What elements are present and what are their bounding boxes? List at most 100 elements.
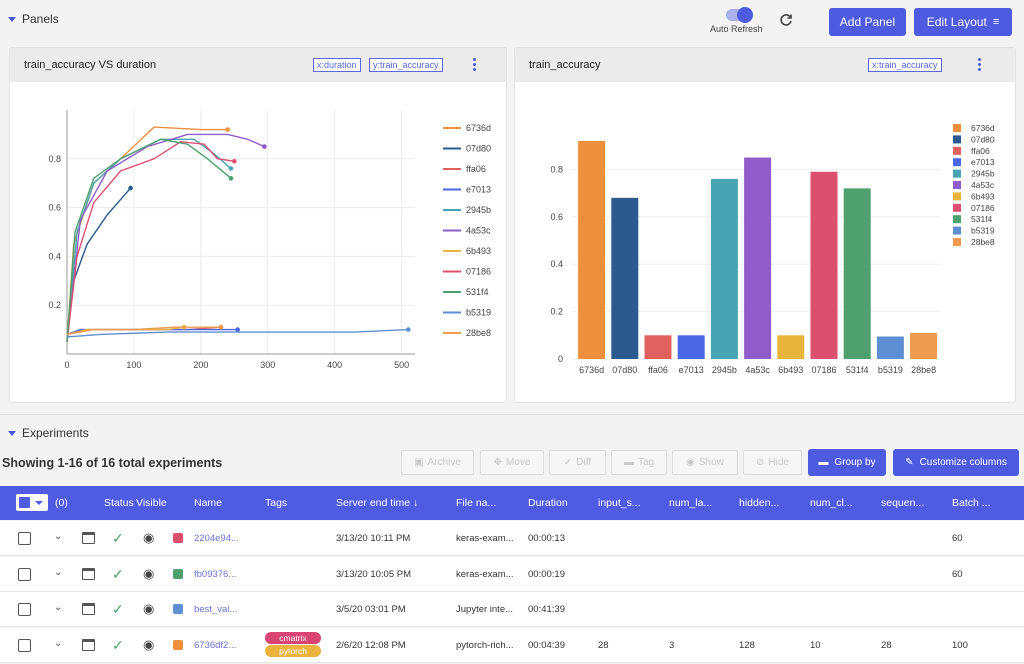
- column-name[interactable]: Name: [194, 497, 223, 509]
- archive-button[interactable]: ▣ Archive: [401, 450, 474, 475]
- legend-label: b5319: [466, 308, 491, 318]
- experiment-name-link[interactable]: best_val...: [194, 604, 238, 615]
- experiment-name-link[interactable]: 6736df2...: [194, 639, 237, 651]
- batch-size: 60: [952, 568, 963, 580]
- bar-b5319: [876, 336, 904, 359]
- visibility-eye-icon[interactable]: ◉: [143, 601, 155, 616]
- edit-layout-button[interactable]: Edit Layout ≡: [914, 8, 1012, 36]
- group-by-button[interactable]: ▬ Group by: [808, 449, 886, 476]
- expand-chevron-icon[interactable]: ⌄: [54, 602, 63, 613]
- series-endpoint-07d80: [128, 185, 133, 191]
- panel-menu-icon[interactable]: [473, 56, 477, 73]
- row-checkbox[interactable]: [18, 532, 31, 545]
- experiment-color-swatch[interactable]: [173, 639, 183, 650]
- tag-pill[interactable]: cmatrix: [265, 631, 321, 644]
- x-axis-tag[interactable]: x:train_accuracy: [868, 58, 942, 72]
- eye-off-icon: ⊘: [756, 457, 765, 468]
- experiment-name-link[interactable]: fb09376...: [194, 568, 237, 580]
- open-experiment-icon[interactable]: [82, 638, 95, 651]
- series-endpoint-4a53c: [262, 144, 267, 149]
- num-layers: 3: [669, 639, 675, 651]
- open-experiment-icon[interactable]: [82, 567, 95, 580]
- legend-label: ffa06: [466, 164, 486, 174]
- move-label: Move: [505, 457, 531, 468]
- y-axis-tag[interactable]: y:train_accuracy: [369, 58, 443, 72]
- legend-swatch: [953, 238, 961, 246]
- series-line-28be8: [66, 326, 221, 336]
- bar-ffa06: [644, 335, 672, 359]
- table-row[interactable]: ⌄ ✓ ◉ 6736df2... cmatrix pytorch 2/6/20 1…: [0, 627, 1024, 663]
- column-file-name[interactable]: File na...: [456, 497, 497, 509]
- experiment-name-link[interactable]: 2204e94...: [194, 533, 239, 544]
- auto-refresh-toggle[interactable]: [726, 7, 753, 23]
- visibility-eye-icon[interactable]: ◉: [143, 530, 155, 545]
- eye-icon: ◉: [686, 457, 695, 468]
- experiment-color-swatch[interactable]: [173, 568, 183, 579]
- experiments-section-toggle[interactable]: Experiments: [0, 426, 89, 440]
- input-size: 28: [598, 639, 609, 651]
- tag-button[interactable]: ▬ Tag: [611, 450, 667, 475]
- row-checkbox[interactable]: [18, 638, 31, 652]
- series-line-b5319: [66, 328, 409, 338]
- expand-chevron-icon[interactable]: ⌄: [54, 531, 63, 542]
- series-line-2945b: [66, 138, 232, 342]
- legend-label: 07d80: [466, 144, 491, 154]
- refresh-icon[interactable]: [778, 12, 794, 28]
- expand-chevron-icon[interactable]: ⌄: [54, 566, 63, 578]
- column-tags[interactable]: Tags: [265, 497, 288, 509]
- experiments-summary: Showing 1-16 of 16 total experiments: [2, 456, 223, 470]
- line-chart-panel: train_accuracy VS duration x:duration y:…: [9, 47, 507, 403]
- open-experiment-icon[interactable]: [82, 532, 95, 544]
- column-num-layers[interactable]: num_la...: [669, 497, 713, 509]
- file-name: keras-exam...: [456, 568, 514, 580]
- x-tick-label: 28be8: [911, 365, 936, 375]
- column-server-end-time[interactable]: Server end time ↓: [336, 497, 418, 509]
- legend-label: 6736d: [466, 123, 491, 133]
- x-tick-label: 07186: [811, 365, 836, 375]
- collapse-triangle-icon: [8, 430, 16, 436]
- x-axis-tag[interactable]: x:duration: [313, 58, 361, 72]
- visibility-eye-icon[interactable]: ◉: [143, 636, 155, 652]
- select-all-checkbox[interactable]: [19, 497, 30, 508]
- column-batch-size[interactable]: Batch ...: [952, 497, 991, 509]
- series-endpoint-e7013: [235, 327, 240, 332]
- row-checkbox[interactable]: [18, 603, 31, 616]
- selected-count: (0): [55, 497, 68, 509]
- select-all-dropdown[interactable]: [16, 494, 48, 511]
- table-row[interactable]: ⌄ ✓ ◉ 2204e94... 3/13/20 10:11 PM keras-…: [0, 521, 1024, 556]
- expand-chevron-icon[interactable]: ⌄: [54, 637, 63, 649]
- visibility-eye-icon[interactable]: ◉: [143, 565, 155, 581]
- panel-menu-icon[interactable]: [978, 56, 982, 73]
- column-sequence-length[interactable]: sequen...: [881, 497, 925, 509]
- column-num-classes[interactable]: num_cl...: [810, 497, 853, 509]
- show-button[interactable]: ◉ Show: [672, 450, 738, 475]
- legend-label: 6736d: [971, 123, 995, 133]
- table-row[interactable]: ⌄ ✓ ◉ fb09376... 3/13/20 10:05 PM keras-…: [0, 556, 1024, 592]
- diff-button[interactable]: ✓ Diff: [549, 450, 606, 475]
- panels-section-toggle[interactable]: Panels: [0, 12, 59, 26]
- customize-columns-button[interactable]: ✎ Customize columns: [893, 449, 1019, 476]
- hide-button[interactable]: ⊘ Hide: [743, 450, 802, 475]
- panel-header: train_accuracy VS duration x:duration y:…: [10, 48, 506, 82]
- column-duration[interactable]: Duration: [528, 497, 568, 509]
- move-button[interactable]: ✥ Move: [480, 450, 544, 475]
- status-check-icon: ✓: [112, 601, 124, 617]
- num-classes: 10: [810, 639, 821, 651]
- table-row[interactable]: ⌄ ✓ ◉ best_val... 3/5/20 03:01 PM Jupyte…: [0, 592, 1024, 627]
- experiment-color-swatch[interactable]: [173, 604, 183, 614]
- tag-pill[interactable]: pytorch: [265, 644, 321, 657]
- series-endpoint-6736d: [225, 127, 230, 132]
- add-panel-button[interactable]: Add Panel: [829, 8, 906, 36]
- series-line-07186: [66, 140, 235, 342]
- row-checkbox[interactable]: [18, 567, 31, 581]
- column-input-size[interactable]: input_s...: [598, 497, 641, 509]
- series-endpoint-b5319: [406, 327, 411, 332]
- open-experiment-icon[interactable]: [82, 603, 95, 615]
- column-hidden-size[interactable]: hidden...: [739, 497, 780, 509]
- group-icon: ▬: [818, 457, 829, 468]
- column-status[interactable]: Status: [104, 497, 134, 509]
- diff-icon: ✓: [563, 457, 573, 468]
- series-endpoint-28be8: [218, 324, 224, 330]
- column-visible[interactable]: Visible: [136, 497, 167, 509]
- experiment-color-swatch[interactable]: [173, 533, 183, 543]
